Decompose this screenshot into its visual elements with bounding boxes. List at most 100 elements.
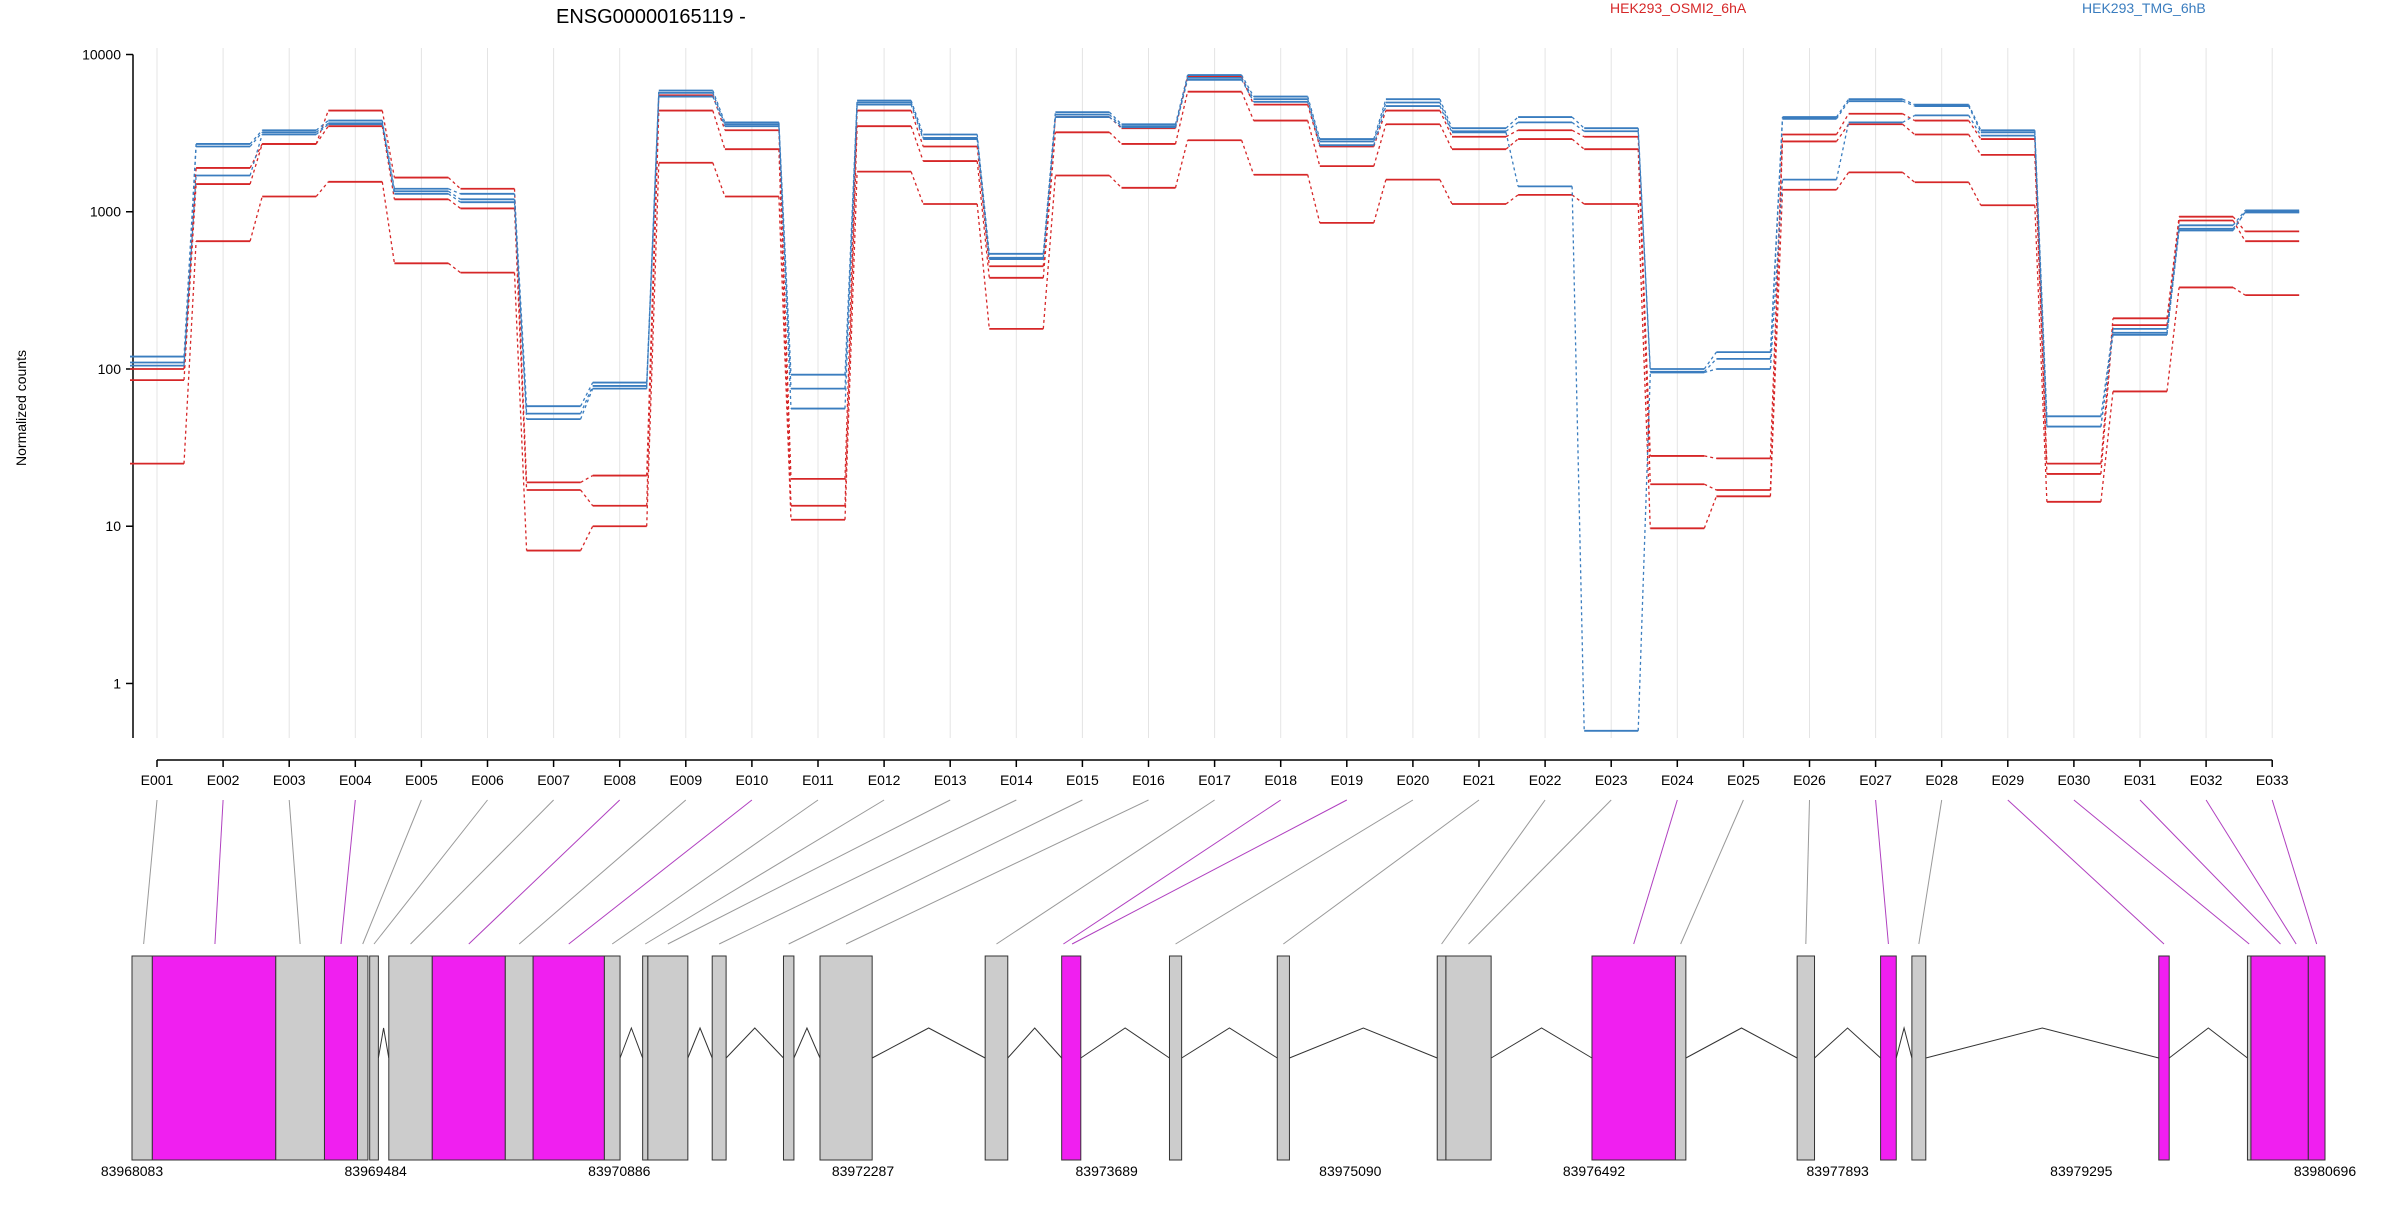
series-link (1240, 140, 1255, 175)
series-link (712, 110, 726, 150)
exon-box (1880, 955, 1897, 1161)
series-link (1505, 138, 1519, 150)
series-link (1637, 136, 1651, 456)
series-link (1307, 96, 1321, 140)
series-link (646, 92, 660, 386)
series-link (1902, 123, 1916, 135)
x-tick-label-E007: E007 (537, 772, 570, 788)
connector-E027 (1875, 799, 1889, 945)
series-link (448, 190, 461, 200)
exon-box (369, 955, 379, 1161)
x-tick-label-E016: E016 (1132, 772, 1165, 788)
intron-link (1007, 1027, 1063, 1059)
x-tick-label-E024: E024 (1661, 772, 1694, 788)
x-tick-label-E031: E031 (2124, 772, 2157, 788)
x-tick-label-E027: E027 (1859, 772, 1892, 788)
series-link (513, 272, 528, 551)
exon-box (1436, 955, 1447, 1161)
exon-box (819, 955, 873, 1161)
connector-E001 (143, 799, 158, 945)
exon-box (323, 955, 359, 1161)
exon-box (388, 955, 433, 1161)
series-link (1174, 79, 1189, 128)
series-link (1637, 203, 1651, 529)
intron-link (1490, 1027, 1593, 1059)
exon-box (131, 955, 153, 1161)
series-link (448, 262, 461, 274)
series-link (1042, 114, 1057, 260)
series-link (2034, 135, 2048, 427)
x-tick-label-E010: E010 (736, 772, 769, 788)
series-link (1439, 110, 1453, 137)
series-link (778, 130, 792, 479)
intron-link (1080, 1027, 1170, 1059)
series-link (249, 196, 263, 242)
intron-link (1289, 1027, 1438, 1059)
series-link (2100, 328, 2114, 417)
genome-axis: 83968083 83969484 83970886 83972287 83973689… (101, 1163, 2357, 1179)
series-link (646, 162, 660, 527)
exon-box (2250, 955, 2309, 1161)
y-tick-label: 100 (98, 361, 122, 377)
series-link (1902, 171, 1916, 183)
series-link (910, 100, 924, 135)
series-link (1108, 131, 1122, 145)
x-tick-label-E020: E020 (1397, 772, 1430, 788)
series-link (513, 208, 528, 491)
gene-model (131, 955, 2326, 1161)
series-link (1769, 141, 1784, 491)
x-tick-label-E022: E022 (1529, 772, 1562, 788)
x-axis: E001 E002 E003 E004 E005 E006 E007 E008 E009 E010… (141, 759, 2289, 788)
series-link (2034, 154, 2048, 474)
series-link (1373, 179, 1387, 224)
connector-E002 (214, 799, 224, 945)
series-link (1704, 368, 1717, 374)
series-link (2100, 325, 2114, 475)
series-link (910, 171, 924, 205)
legend-osmi2: HEK293_OSMI2_6hA (1610, 0, 1747, 16)
genome-tick-label: 83972287 (832, 1163, 895, 1179)
series-link (1241, 76, 1255, 105)
series-link (315, 122, 329, 133)
series-link (1968, 105, 1982, 133)
series-link (183, 146, 197, 363)
series-link (1241, 91, 1255, 121)
series-link (844, 171, 858, 520)
exon-box (1276, 955, 1290, 1161)
x-tick-label-E001: E001 (141, 772, 174, 788)
series-link (381, 181, 396, 264)
series-3 (130, 139, 2300, 552)
series-link (1241, 79, 1255, 103)
series-4 (130, 74, 2300, 418)
x-tick-label-E003: E003 (273, 772, 306, 788)
series-link (249, 129, 263, 145)
series-link (580, 525, 594, 551)
genome-tick-label: 83975090 (1319, 1163, 1382, 1179)
x-tick-label-E018: E018 (1264, 772, 1297, 788)
exon-box (504, 955, 534, 1161)
intron-link (2168, 1027, 2248, 1059)
connector-E016 (845, 799, 1149, 945)
series-link (183, 175, 197, 366)
intron-link (1685, 1027, 1798, 1059)
x-tick-label-E021: E021 (1463, 772, 1496, 788)
exon-box (1674, 955, 1687, 1161)
series-link (646, 96, 660, 389)
x-tick-label-E032: E032 (2190, 772, 2223, 788)
series-link (1505, 121, 1519, 132)
connector-E029 (2007, 799, 2165, 945)
exon-box (2307, 955, 2326, 1161)
exon-box (2158, 955, 2170, 1161)
series-link (448, 193, 461, 203)
series-link (976, 138, 990, 258)
series-link (1307, 174, 1321, 224)
connector-E007 (410, 799, 554, 945)
series-link (315, 120, 329, 131)
series-link (1835, 122, 1850, 180)
y-tick-label: 10000 (82, 47, 121, 63)
exon-box (1168, 955, 1183, 1161)
series-link (1174, 91, 1189, 145)
series-link (2034, 132, 2048, 427)
series-link (1902, 114, 1916, 123)
